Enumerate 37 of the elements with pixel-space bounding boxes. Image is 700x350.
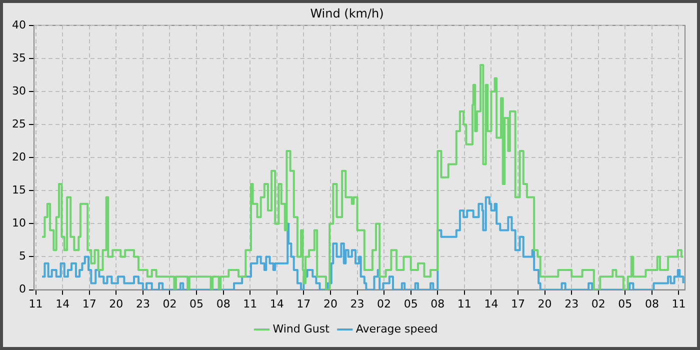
x-tick-label: 17 <box>296 297 311 310</box>
y-tick-label: 15 <box>12 184 26 197</box>
x-tick-label: 14 <box>270 297 284 310</box>
x-tick-label: 02 <box>162 297 177 310</box>
x-tick-label: 17 <box>82 297 96 310</box>
y-tick-label: 25 <box>12 117 26 130</box>
x-tick-label: 05 <box>190 297 204 310</box>
y-tick-label: 10 <box>12 216 26 230</box>
x-tick-label: 20 <box>109 297 124 310</box>
x-tick-label: 08 <box>216 297 230 310</box>
x-tick-label: 08 <box>644 297 659 310</box>
x-tick-label: 20 <box>538 297 552 310</box>
x-tick-label: 11 <box>457 297 472 310</box>
x-tick-label: 23 <box>136 297 150 310</box>
y-tick-label: 30 <box>12 84 26 98</box>
x-tick-label: 11 <box>672 297 686 310</box>
x-tick-label: 17 <box>511 297 526 310</box>
y-tick-label: 20 <box>12 150 26 164</box>
y-tick-label: 35 <box>12 51 26 64</box>
legend-label: Wind Gust <box>272 322 330 336</box>
x-tick-label: 08 <box>430 297 445 310</box>
chart-title: Wind (km/h) <box>310 6 384 20</box>
x-tick-label: 02 <box>591 297 606 310</box>
x-tick-label: 02 <box>377 297 392 310</box>
y-tick-label: 5 <box>18 250 26 263</box>
x-tick-label: 23 <box>350 297 364 310</box>
x-tick-label: 20 <box>323 297 338 310</box>
legend-label: Average speed <box>356 322 438 336</box>
x-tick-label: 05 <box>618 297 632 310</box>
x-tick-label: 11 <box>243 297 258 310</box>
x-tick-label: 05 <box>404 297 418 310</box>
x-tick-label: 14 <box>484 297 498 310</box>
x-tick-label: 23 <box>564 297 579 310</box>
x-tick-label: 14 <box>56 297 70 310</box>
y-tick-label: 0 <box>18 282 26 296</box>
x-tick-label: 11 <box>28 297 43 310</box>
y-tick-label: 40 <box>12 18 26 32</box>
